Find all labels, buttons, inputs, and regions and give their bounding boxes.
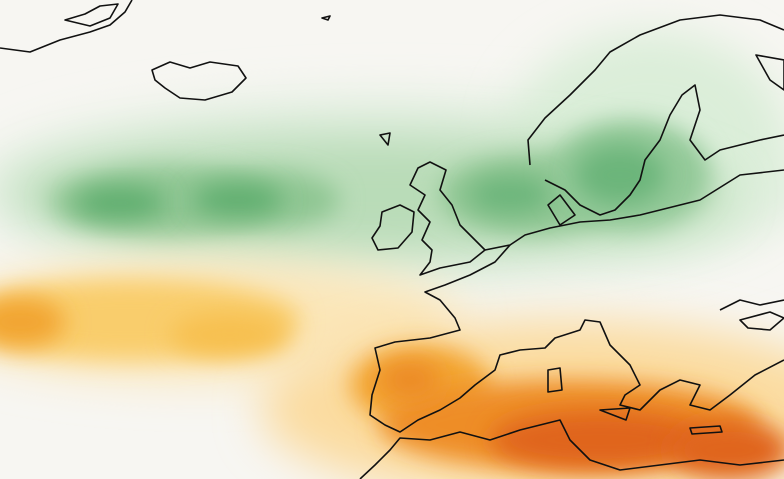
south-europe-coast [369,244,784,433]
ireland [371,204,415,251]
denmark [547,194,576,226]
black-sea-coast [719,299,784,311]
sicily [599,407,631,421]
corsica-sardinia [547,367,563,393]
great-britain [409,161,486,276]
crete [689,425,723,435]
kola [755,54,784,91]
iceland [151,61,247,101]
baltic-coast [544,84,784,216]
greenland-coast [0,0,133,53]
orange-anomaly [0,260,784,479]
islet [321,15,331,21]
north-europe-coast [484,169,784,251]
africa-coast [359,419,784,479]
crimea [739,311,784,331]
norway-coast [527,14,784,166]
green-anomaly [0,30,784,285]
faroe [379,132,391,146]
greenland-fjord [64,3,119,27]
